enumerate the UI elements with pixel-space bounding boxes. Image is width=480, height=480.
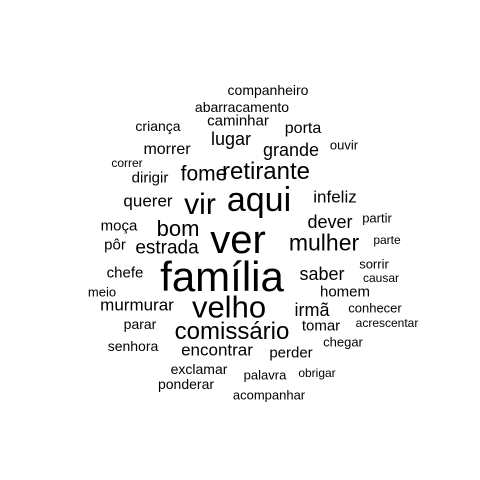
word-chegar: chegar [323, 334, 363, 350]
word-irma: irmã [294, 300, 330, 320]
word-murmurar: murmurar [100, 295, 174, 315]
word-porta: porta [284, 120, 322, 137]
word-sorrir: sorrir [359, 256, 389, 272]
word-tomar: tomar [301, 317, 341, 335]
word-dever: dever [307, 212, 353, 232]
word-companheiro: companheiro [227, 82, 309, 98]
word-parte: parte [373, 233, 401, 247]
word-morrer: morrer [143, 141, 191, 158]
word-fome: fome [180, 162, 228, 186]
word-moca: moça [100, 217, 138, 235]
word-conhecer: conhecer [348, 300, 402, 316]
word-familia: família [160, 253, 284, 300]
word-homem: homem [319, 283, 371, 301]
word-parar: parar [123, 316, 157, 332]
word-ver: ver [210, 218, 266, 262]
word-crianca: criança [135, 118, 181, 134]
word-velho: velho [191, 289, 267, 325]
word-querer: querer [123, 191, 173, 211]
word-palavra: palavra [243, 367, 287, 383]
word-aqui: aqui [226, 181, 292, 219]
word-mulher: mulher [288, 229, 360, 256]
word-infeliz: infeliz [313, 187, 357, 207]
word-lugar: lugar [210, 129, 252, 149]
word-caminhar: caminhar [207, 112, 269, 130]
word-obrigar: obrigar [298, 366, 336, 380]
word-encontrar: encontrar [181, 340, 253, 360]
word-abarracamento: abarracamento [194, 99, 290, 115]
word-estrada: estrada [135, 237, 199, 259]
word-senhora: senhora [107, 338, 159, 354]
word-acrescentar: acrescentar [355, 316, 419, 330]
word-ponderar: ponderar [157, 376, 215, 392]
word-meio: meio [87, 284, 117, 300]
word-saber: saber [299, 264, 345, 284]
word-por: pôr [104, 236, 126, 254]
word-bom: bom [156, 216, 200, 241]
word-ouvir: ouvir [329, 137, 359, 153]
word-acompanhar: acompanhar [232, 387, 306, 403]
word-chefe: chefe [106, 264, 144, 282]
word-grande: grande [262, 140, 320, 160]
word-causar: causar [362, 271, 400, 285]
word-comissario: comissário [174, 318, 290, 345]
word-partir: partir [362, 210, 392, 226]
word-correr: correr [111, 156, 143, 170]
word-dirigir: dirigir [131, 169, 169, 187]
word-retirante: retirante [221, 158, 311, 185]
word-exclamar: exclamar [170, 361, 228, 377]
word-perder: perder [269, 344, 313, 362]
word-vir: vir [184, 188, 216, 221]
